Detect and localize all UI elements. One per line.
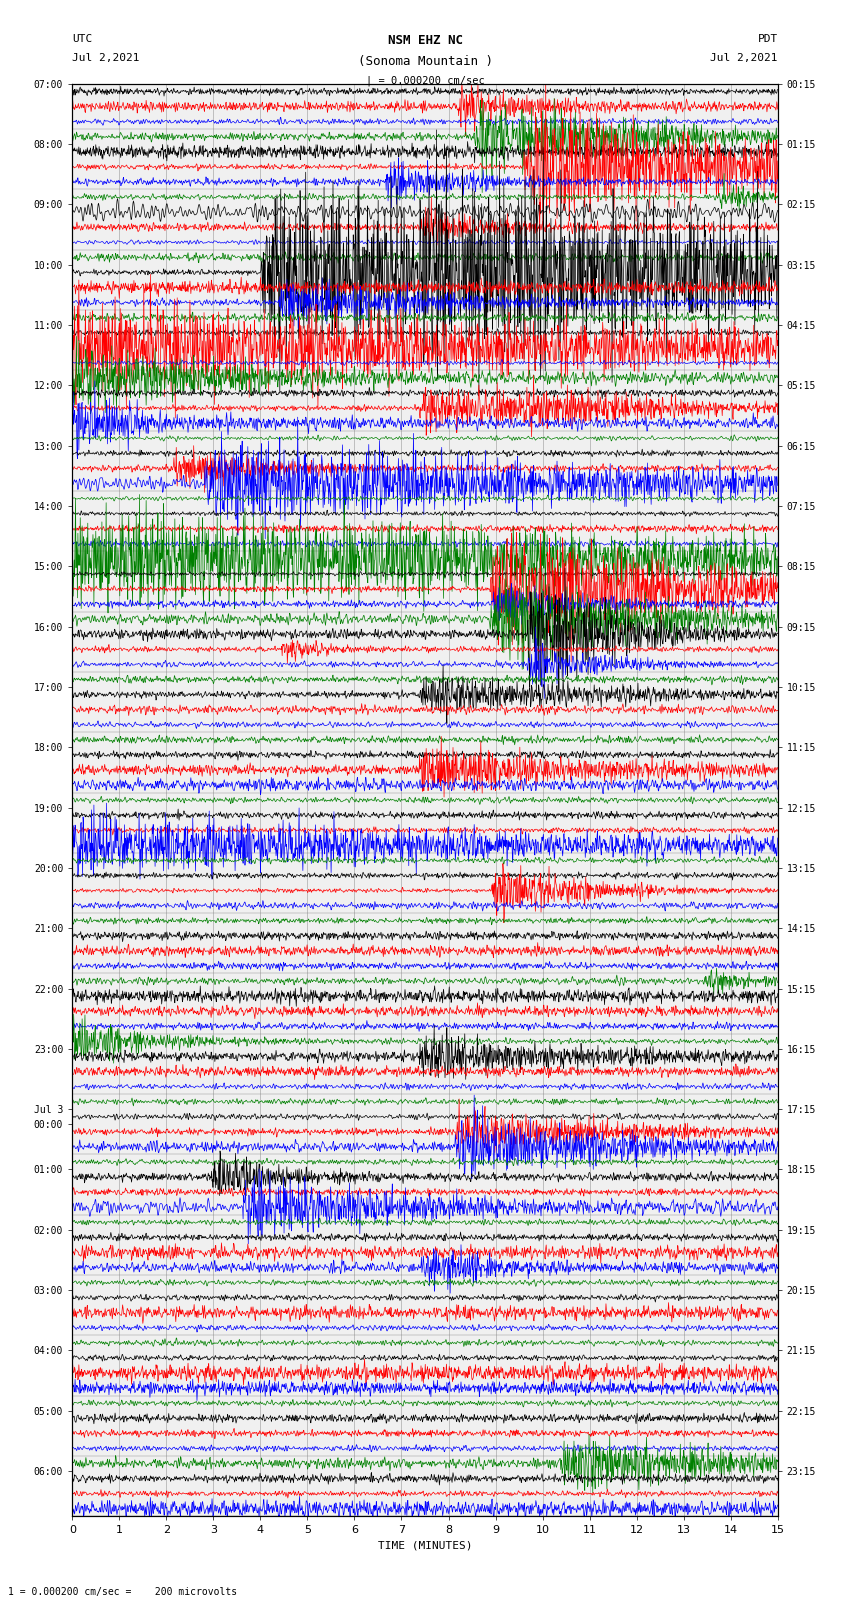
Text: UTC: UTC xyxy=(72,34,93,44)
Text: 1 = 0.000200 cm/sec =    200 microvolts: 1 = 0.000200 cm/sec = 200 microvolts xyxy=(8,1587,238,1597)
X-axis label: TIME (MINUTES): TIME (MINUTES) xyxy=(377,1540,473,1550)
Text: | = 0.000200 cm/sec: | = 0.000200 cm/sec xyxy=(366,76,484,87)
Text: Jul 2,2021: Jul 2,2021 xyxy=(711,53,778,63)
Text: (Sonoma Mountain ): (Sonoma Mountain ) xyxy=(358,55,492,68)
Text: NSM EHZ NC: NSM EHZ NC xyxy=(388,34,462,47)
Text: Jul 2,2021: Jul 2,2021 xyxy=(72,53,139,63)
Text: PDT: PDT xyxy=(757,34,778,44)
